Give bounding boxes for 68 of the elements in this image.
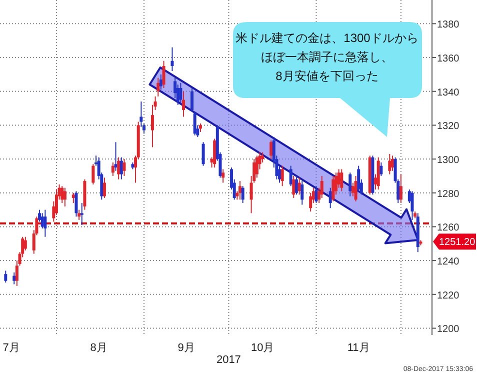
candlestick (390, 155, 394, 172)
candlestick (120, 156, 123, 180)
candlestick (156, 77, 160, 97)
candlestick (351, 182, 354, 197)
candlestick (314, 186, 318, 204)
x-tick-label: 8月 (90, 342, 108, 354)
candlestick (380, 162, 383, 176)
y-tick-label: 1220 (437, 290, 460, 302)
annotation: 米ドル建ての金は、1300ドルからほぼ一本調子に急落し、8月安値を下回った (236, 31, 418, 83)
candlestick (399, 174, 402, 204)
candlestick (300, 180, 304, 206)
candlestick (190, 87, 194, 112)
candlestick (340, 168, 344, 192)
x-tick-label: 10月 (250, 342, 274, 354)
candlestick (213, 138, 216, 168)
candlestick (12, 272, 16, 285)
annotation: 1251.20 (439, 237, 476, 248)
y-tick-label: 1380 (437, 20, 460, 31)
candlestick (348, 172, 352, 197)
candlestick (388, 153, 392, 175)
candlestick (182, 90, 186, 118)
candlestick (60, 186, 64, 204)
candlestick (280, 165, 284, 187)
candlestick (140, 101, 143, 128)
x-tick-label: 7月 (2, 342, 20, 354)
candlestick (122, 158, 126, 176)
candlestick (4, 270, 8, 284)
candlestick (162, 60, 166, 88)
candlestick (222, 168, 225, 184)
y-tick-label: 1280 (437, 188, 460, 200)
candlestick (292, 175, 296, 198)
candlestick (63, 187, 66, 207)
candlestick (102, 177, 106, 198)
candlestick (270, 140, 273, 160)
y-tick-label: 1200 (437, 324, 460, 336)
y-tick-label: 1300 (437, 155, 460, 166)
candlestick (111, 162, 114, 176)
y-tick-label: 1260 (437, 222, 460, 234)
candlestick (179, 82, 182, 104)
candlestick (74, 190, 78, 218)
candlestick (332, 175, 335, 202)
candlestick (44, 209, 47, 238)
x-tick-label: 9月 (178, 342, 195, 354)
candlestick (193, 111, 196, 136)
candlestick (150, 104, 154, 148)
candlestick (289, 165, 292, 187)
x-axis-title: 2017 (216, 354, 241, 366)
candlestick (202, 142, 205, 166)
candlestick (238, 180, 242, 200)
candlestick (241, 186, 244, 204)
candlestick (159, 74, 162, 90)
x-tick-label: 11月 (347, 342, 370, 354)
y-tick-label: 1340 (437, 87, 460, 98)
y-tick-label: 1240 (437, 256, 460, 268)
y-tick-label: 1320 (437, 121, 460, 132)
candlestick (294, 175, 298, 196)
candlestick (255, 155, 258, 178)
candlestick (170, 46, 174, 72)
candlestick (357, 165, 360, 192)
y-tick-label: 1360 (437, 54, 460, 65)
candlestick (92, 164, 95, 185)
candlestick (309, 192, 312, 212)
candlestick (80, 202, 84, 226)
candlestick (410, 190, 414, 220)
candlestick (354, 175, 358, 202)
candlestick (24, 236, 27, 251)
candlestick (117, 156, 120, 180)
candlestick (78, 209, 81, 220)
